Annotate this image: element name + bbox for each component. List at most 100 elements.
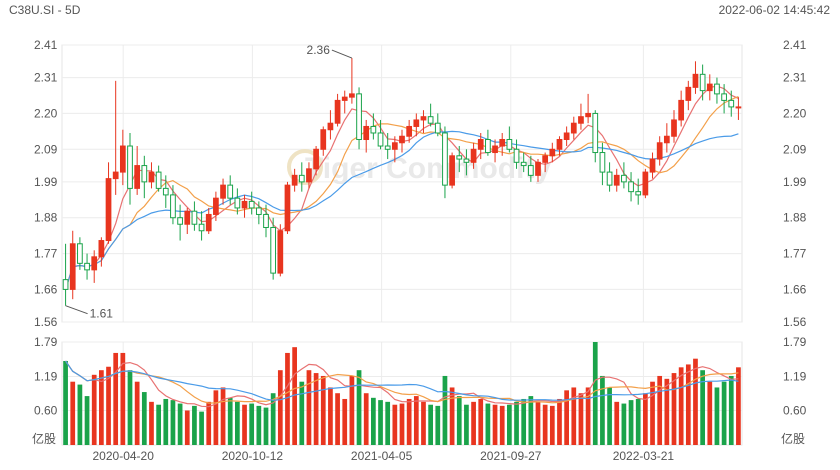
candle-body <box>148 171 155 183</box>
volume-bar <box>499 405 505 445</box>
candle-body <box>592 112 599 154</box>
volume-bar <box>635 398 641 445</box>
candle-body <box>427 116 434 124</box>
volume-bar <box>349 375 355 445</box>
volume-bar <box>184 410 190 445</box>
candle-body <box>520 161 527 167</box>
volume-tick-label-right: 1.19 <box>783 370 807 384</box>
volume-bar <box>213 390 219 445</box>
volume-bar <box>571 387 577 445</box>
volume-bar <box>77 384 83 445</box>
volume-bar <box>478 398 484 445</box>
volume-bar <box>206 401 212 445</box>
volume-bar <box>542 404 548 445</box>
candle-body <box>406 125 413 137</box>
volume-bar <box>235 401 240 445</box>
volume-ma-lines <box>65 360 739 408</box>
volume-bar <box>335 393 340 445</box>
volume-tick-label-left: 0.60 <box>34 403 58 417</box>
volume-bar <box>700 370 705 445</box>
volume-bar <box>292 347 297 445</box>
candle-body <box>356 93 362 141</box>
candle-body <box>585 112 591 118</box>
axis-labels: 2.41 2.41 2.31 2.31 2.20 2.20 2.09 2.09 1.99 1.99… <box>32 38 807 463</box>
volume-bar <box>192 405 197 445</box>
volume-bar <box>156 404 161 445</box>
volume-bar <box>371 397 376 445</box>
price-tick-label-right: 1.56 <box>783 315 807 329</box>
volume-bar <box>270 393 276 445</box>
candle-body <box>399 135 405 144</box>
volume-unit-right: 亿股 <box>781 431 805 446</box>
volume-bar <box>342 398 348 445</box>
volume-bar <box>621 403 627 445</box>
volume-bar <box>643 393 648 445</box>
candle-body <box>735 106 742 109</box>
volume-bar <box>456 396 462 445</box>
candles <box>62 58 742 306</box>
candle-body <box>334 99 341 124</box>
candle-body <box>177 217 183 225</box>
candle-body <box>69 243 76 290</box>
volume-bar <box>707 381 713 445</box>
candle-body <box>656 142 663 160</box>
candle-body <box>692 73 699 88</box>
candle-body <box>613 174 620 186</box>
volume-bar <box>428 404 433 445</box>
candle-body <box>277 230 284 274</box>
candle-body <box>62 279 69 290</box>
price-tick-label-left: 2.31 <box>34 71 58 85</box>
volume-bar <box>84 396 90 445</box>
price-tick-label-right: 2.41 <box>783 38 807 52</box>
candle-body <box>642 171 649 196</box>
moving-average-lines <box>65 85 739 290</box>
candle-body <box>649 158 656 173</box>
candle-body <box>477 139 484 150</box>
candle-body <box>320 129 327 150</box>
candle-body <box>349 93 355 98</box>
volume-bar <box>628 400 634 445</box>
volume-bar <box>378 400 383 445</box>
volume-bar <box>657 375 663 445</box>
volume-bar <box>170 400 176 445</box>
volume-bar <box>127 370 133 445</box>
candle-body <box>141 165 148 183</box>
candle-body <box>384 145 391 150</box>
volume-bar <box>99 370 104 445</box>
volume-bar <box>141 392 147 445</box>
volume-bar <box>242 404 247 445</box>
volume-bar <box>435 405 441 445</box>
candle-body <box>241 200 248 209</box>
candle-body <box>220 184 226 199</box>
volume-bar <box>549 405 555 445</box>
volume-bar <box>685 364 691 445</box>
volume-bar <box>263 407 269 445</box>
price-tick-label-left: 1.88 <box>34 211 58 225</box>
volume-bar <box>106 366 111 445</box>
high-annotation-label: 2.36 <box>307 43 331 57</box>
volume-bar <box>220 387 226 445</box>
volume-bar <box>163 398 169 445</box>
candle-body <box>563 132 570 141</box>
volume-bar <box>614 401 620 445</box>
chart-timestamp: 2022-06-02 14:45:42 <box>718 3 830 17</box>
volume-bar <box>199 411 204 445</box>
candle-body <box>105 178 112 242</box>
candle-body <box>341 96 348 101</box>
candle-body <box>499 139 506 147</box>
candle-body <box>263 213 269 228</box>
volume-bars <box>63 342 741 445</box>
candle-body <box>535 161 541 176</box>
volume-ma10-line <box>65 360 739 404</box>
candle-body <box>77 243 83 264</box>
price-tick-label-right: 1.99 <box>783 175 807 189</box>
price-tick-label-left: 1.77 <box>34 247 58 261</box>
volume-bar <box>120 352 126 445</box>
volume-bar <box>113 352 119 445</box>
volume-bar <box>363 393 369 445</box>
candle-body <box>313 148 319 170</box>
price-tick-label-right: 2.20 <box>783 106 807 120</box>
candle-body <box>98 240 105 258</box>
candle-body <box>91 256 98 271</box>
